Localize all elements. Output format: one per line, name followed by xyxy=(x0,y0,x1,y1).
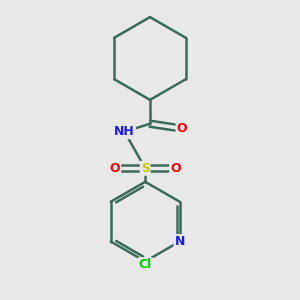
Text: Cl: Cl xyxy=(139,258,152,271)
Text: O: O xyxy=(170,162,181,175)
Text: N: N xyxy=(175,235,185,248)
Text: O: O xyxy=(176,122,187,135)
Text: O: O xyxy=(110,162,120,175)
Text: NH: NH xyxy=(114,125,135,138)
Text: S: S xyxy=(141,162,150,175)
